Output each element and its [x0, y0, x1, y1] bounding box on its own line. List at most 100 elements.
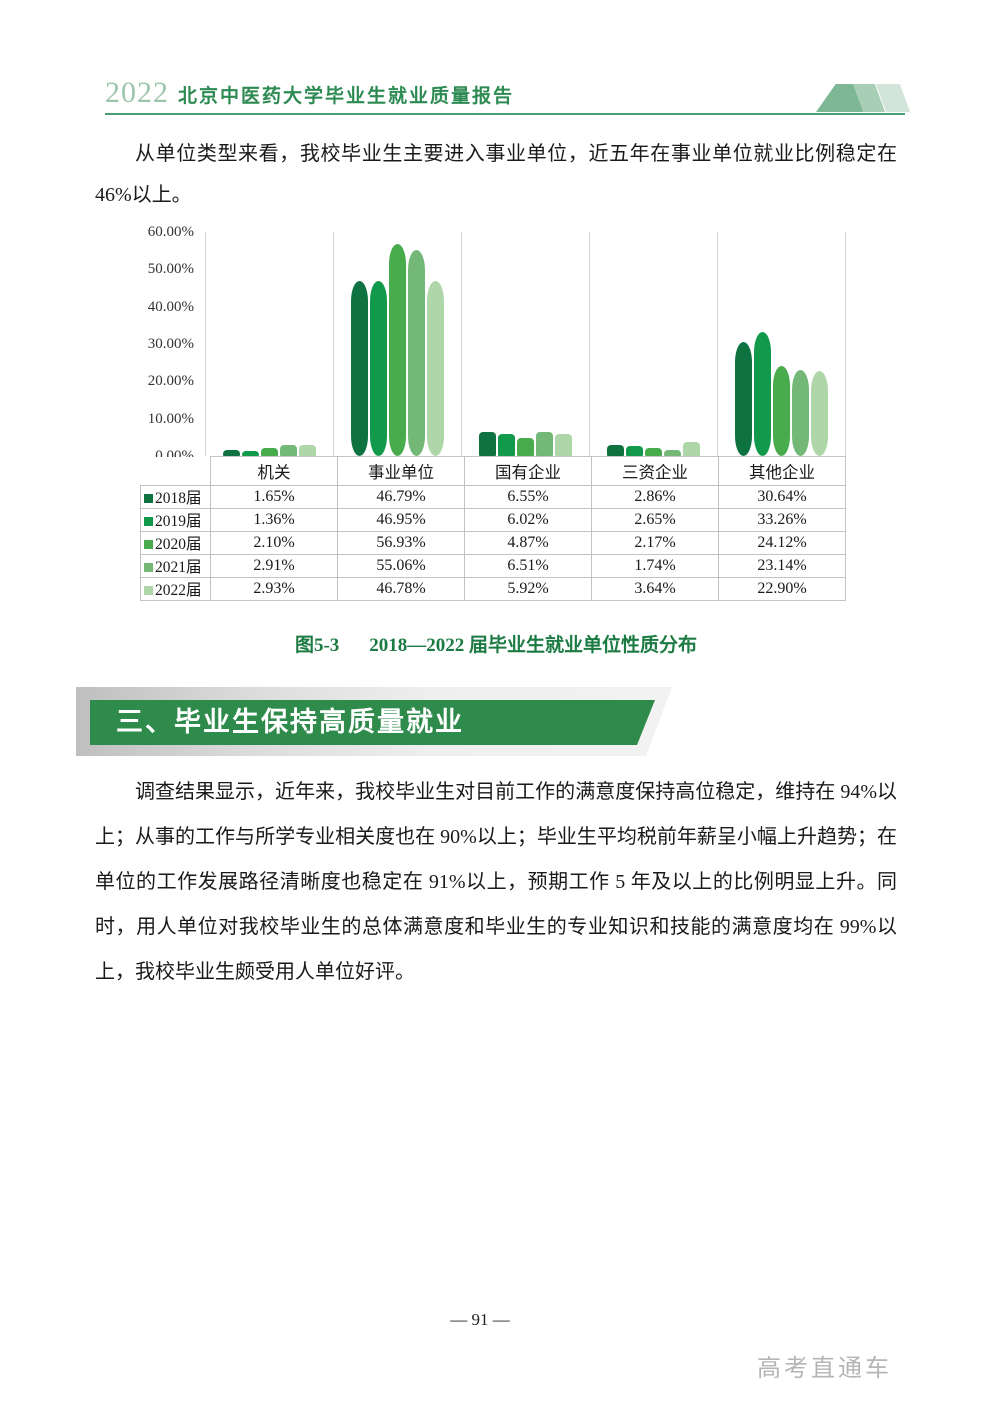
legend-label: 2021届 — [155, 559, 202, 576]
chart-category-column — [334, 232, 462, 456]
y-axis-tick: 60.00% — [147, 224, 194, 240]
table-row: 2020届 2.10% 56.93% 4.87% 2.17% 24.12% — [140, 531, 846, 555]
chart-category-column — [590, 232, 718, 456]
table-header-cell: 其他企业 — [718, 456, 846, 486]
table-header-row: 机关 事业单位 国有企业 三资企业 其他企业 — [140, 456, 846, 486]
chart-bar — [792, 369, 809, 456]
table-value-cell: 1.74% — [591, 554, 719, 578]
y-axis-tick: 30.00% — [147, 336, 194, 352]
table-row: 2019届 1.36% 46.95% 6.02% 2.65% 33.26% — [140, 508, 846, 532]
page-header: 2022 北京中医药大学毕业生就业质量报告 — [105, 76, 514, 110]
table-value-cell: 2.91% — [210, 554, 338, 578]
table-value-cell: 2.17% — [591, 531, 719, 555]
chart-bar — [351, 281, 368, 456]
legend-swatch-icon — [144, 563, 153, 572]
table-value-cell: 56.93% — [337, 531, 465, 555]
chart-bar — [389, 243, 406, 456]
chart-bar — [607, 445, 624, 456]
table-value-cell: 6.51% — [464, 554, 592, 578]
chart-bar — [735, 341, 752, 456]
table-value-cell: 55.06% — [337, 554, 465, 578]
table-value-cell: 22.90% — [718, 577, 846, 601]
legend-cell: 2018届 — [140, 485, 211, 509]
chart-bar — [555, 433, 572, 456]
page-number: — 91 — — [450, 1310, 510, 1329]
table-value-cell: 6.02% — [464, 508, 592, 532]
chart-bar — [280, 445, 297, 456]
table-value-cell: 5.92% — [464, 577, 592, 601]
legend-cell: 2020届 — [140, 531, 211, 555]
table-value-cell: 46.79% — [337, 485, 465, 509]
chart-category-column — [462, 232, 590, 456]
figure-caption-label: 图5-3 — [294, 635, 340, 656]
table-row: 2018届 1.65% 46.79% 6.55% 2.86% 30.64% — [140, 485, 846, 509]
header-year: 2022 — [105, 76, 169, 109]
table-value-cell: 6.55% — [464, 485, 592, 509]
table-header-cell: 国有企业 — [464, 456, 592, 486]
table-value-cell: 2.65% — [591, 508, 719, 532]
chart-bar — [645, 447, 662, 456]
legend-label: 2019届 — [155, 513, 202, 530]
chart-bar — [683, 442, 700, 456]
chart-bar — [261, 448, 278, 456]
chart-bar — [498, 433, 515, 456]
table-value-cell: 1.36% — [210, 508, 338, 532]
table-value-cell: 24.12% — [718, 531, 846, 555]
chart-bar — [626, 446, 643, 456]
legend-cell: 2021届 — [140, 554, 211, 578]
chart-plot — [205, 232, 846, 456]
table-value-cell: 46.78% — [337, 577, 465, 601]
header-rule — [105, 113, 905, 115]
table-value-cell: 33.26% — [718, 508, 846, 532]
chart-bar — [427, 281, 444, 456]
section-title: 三、毕业生保持高质量就业 — [116, 707, 464, 737]
figure-caption: 图5-3 2018—2022 届毕业生就业单位性质分布 — [0, 630, 992, 657]
banner-green-band: 三、毕业生保持高质量就业 — [90, 700, 655, 745]
table-header-cell: 机关 — [210, 456, 338, 486]
chart-bar — [517, 437, 534, 456]
table-header-cell: 三资企业 — [591, 456, 719, 486]
header-decoration — [816, 84, 911, 112]
y-axis-tick: 50.00% — [147, 261, 194, 278]
legend-label: 2018届 — [155, 490, 202, 507]
intro-paragraph: 从单位类型来看，我校毕业生主要进入事业单位，近五年在事业单位就业比例稳定在 46… — [95, 143, 897, 206]
watermark-text: 高考直通车 — [757, 1355, 892, 1382]
chart-data-table: 机关 事业单位 国有企业 三资企业 其他企业 2018届 1.65% 46.79% 6.55% 2… — [140, 456, 846, 601]
chart-table-body: 机关 事业单位 国有企业 三资企业 其他企业 2018届 1.65% 46.79% 6.55% 2… — [140, 456, 846, 601]
chart-bar — [299, 445, 316, 456]
legend-swatch-icon — [144, 517, 153, 526]
y-axis-tick: 10.00% — [147, 410, 194, 427]
y-axis-tick: 40.00% — [147, 298, 194, 315]
table-value-cell: 3.64% — [591, 577, 719, 601]
chart-bar — [479, 431, 496, 456]
chart-bar — [811, 370, 828, 456]
table-value-cell: 4.87% — [464, 531, 592, 555]
chart-bar — [242, 450, 259, 456]
chart-bar — [536, 431, 553, 456]
body-paragraph: 调查结果显示，近年来，我校毕业生对目前工作的满意度保持高位稳定，维持在 94%以… — [95, 781, 897, 983]
section-banner: 三、毕业生保持高质量就业 — [76, 686, 676, 758]
table-value-cell: 1.65% — [210, 485, 338, 509]
chart-bar — [408, 250, 425, 456]
chart-y-axis: 60.00%50.00%40.00%30.00%20.00%10.00%0.00… — [140, 224, 198, 464]
chart-bar — [370, 280, 387, 456]
legend-swatch-icon — [144, 586, 153, 595]
table-value-cell: 2.93% — [210, 577, 338, 601]
legend-label: 2022届 — [155, 582, 202, 599]
header-title: 北京中医药大学毕业生就业质量报告 — [178, 86, 515, 107]
table-value-cell: 46.95% — [337, 508, 465, 532]
table-value-cell: 30.64% — [718, 485, 846, 509]
chart-category-column — [718, 232, 846, 456]
y-axis-tick: 20.00% — [147, 373, 194, 390]
chart-bar — [754, 331, 771, 456]
figure-caption-text: 2018—2022 届毕业生就业单位性质分布 — [369, 635, 698, 656]
chart-bar — [773, 366, 790, 456]
table-row: 2022届 2.93% 46.78% 5.92% 3.64% 22.90% — [140, 577, 846, 601]
legend-cell: 2022届 — [140, 577, 211, 601]
chart-category-column — [206, 232, 334, 456]
table-value-cell: 2.10% — [210, 531, 338, 555]
table-row: 2021届 2.91% 55.06% 6.51% 1.74% 23.14% — [140, 554, 846, 578]
legend-cell: 2019届 — [140, 508, 211, 532]
legend-swatch-icon — [144, 540, 153, 549]
